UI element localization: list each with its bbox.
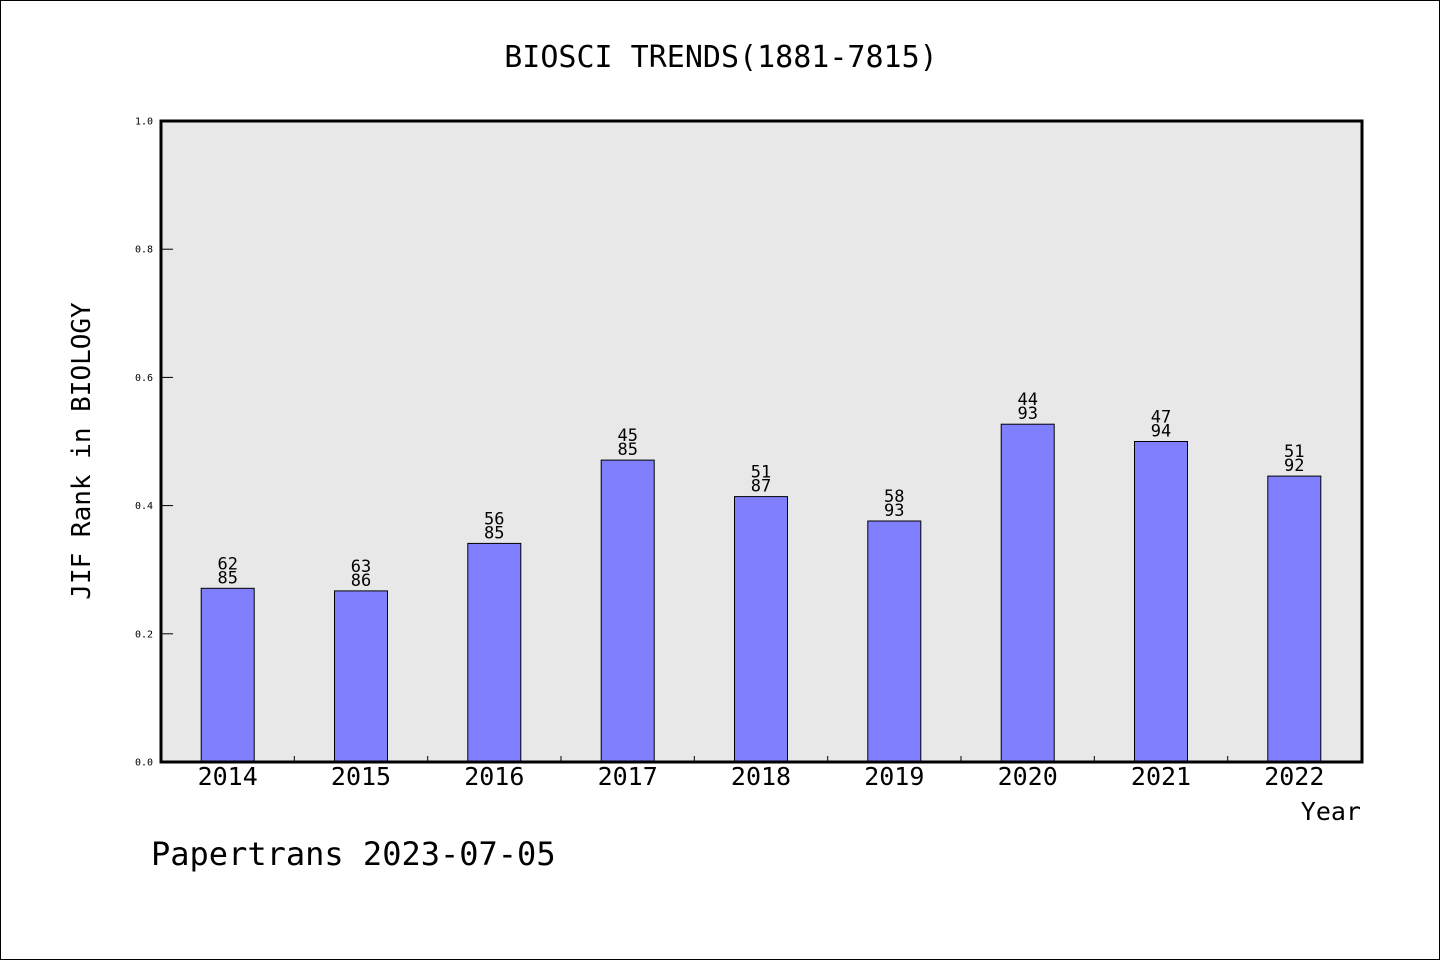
bars-layer (200, 423, 1322, 763)
bar-2018 (734, 496, 788, 763)
bar-2017 (600, 459, 655, 763)
y-tick-label-0.0: 0.0 (135, 758, 153, 769)
bar-label-rank-2021: 47 (1151, 408, 1171, 428)
bar-2019 (867, 520, 922, 763)
bar-2015 (334, 590, 388, 763)
x-tick-label-2018: 2018 (731, 762, 791, 791)
bar-2021 (1134, 441, 1188, 763)
x-axis-label: Year (1301, 797, 1361, 826)
bar-label-total-2021: 94 (1151, 422, 1171, 442)
bar-label-total-2022: 92 (1284, 456, 1304, 476)
x-tick-label-2022: 2022 (1264, 762, 1324, 791)
plot-border (159, 119, 1364, 764)
x-tick-label-2017: 2017 (598, 762, 658, 791)
x-tick-label-2014: 2014 (198, 762, 258, 791)
y-tick-label-1.0: 1.0 (135, 117, 153, 128)
bar-label-rank-2019: 58 (884, 487, 904, 507)
x-tick-label-2019: 2019 (864, 762, 924, 791)
bar-2020 (1000, 423, 1055, 763)
x-tick-label-2020: 2020 (998, 762, 1058, 791)
bar-label-rank-2016: 56 (484, 509, 504, 529)
bar-label-rank-2015: 63 (351, 557, 371, 577)
bar-label-rank-2014: 62 (217, 554, 237, 574)
bar-label-rank-2017: 45 (617, 426, 637, 446)
bar-label-total-2019: 93 (884, 501, 904, 521)
bar-label-total-2020: 93 (1017, 404, 1037, 424)
y-axis-label: JIF Rank in BIOLOGY (67, 302, 97, 600)
chart-title: BIOSCI TRENDS(1881-7815) (504, 40, 937, 75)
bar-2014 (200, 587, 255, 763)
footer-credit: Papertrans 2023-07-05 (151, 835, 556, 873)
x-axis: 2014 2015 2016 2017 2018 2019 2020 2021 2022 (198, 756, 1324, 791)
bar-label-rank-2020: 44 (1017, 390, 1037, 410)
bar-label-total-2017: 85 (617, 440, 637, 460)
bar-label-total-2018: 87 (751, 477, 771, 497)
y-tick-label-0.2: 0.2 (135, 629, 153, 640)
x-tick-label-2021: 2021 (1131, 762, 1191, 791)
y-tick-label-0.8: 0.8 (135, 245, 153, 256)
bar-label-rank-2018: 51 (751, 463, 771, 483)
bar-label-rank-2022: 51 (1284, 442, 1304, 462)
y-tick-label-0.4: 0.4 (135, 501, 153, 512)
bar-2016 (467, 542, 522, 763)
x-tick-label-2015: 2015 (331, 762, 391, 791)
bar-2022 (1267, 475, 1322, 763)
bar-label-total-2016: 85 (484, 523, 504, 543)
bar-label-total-2014: 85 (217, 568, 237, 588)
y-tick-label-0.6: 0.6 (135, 373, 153, 384)
x-tick-label-2016: 2016 (464, 762, 524, 791)
bar-label-total-2015: 86 (351, 571, 371, 591)
